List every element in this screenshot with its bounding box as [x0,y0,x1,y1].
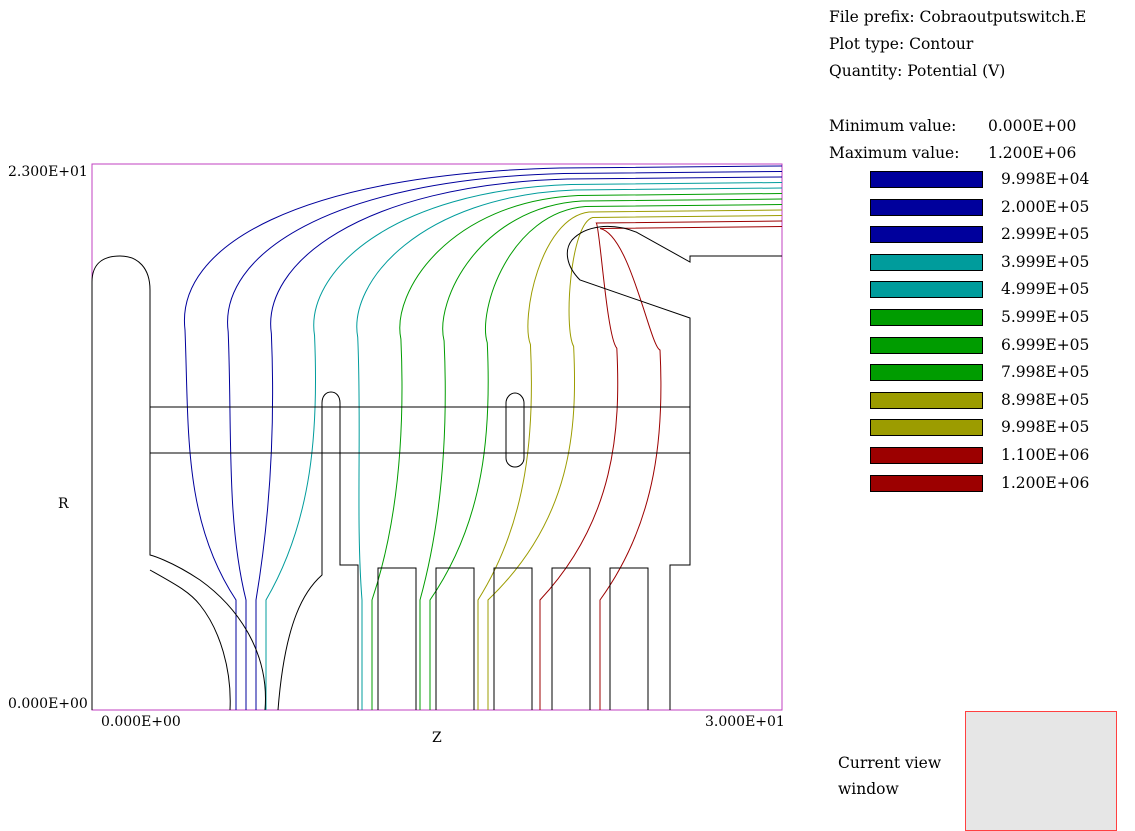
bar-4 [551,567,591,710]
contour-line [356,187,783,710]
legend-label: 1.100E+06 [1001,445,1090,464]
bar-3 [493,567,533,710]
legend-swatch [870,226,983,244]
maximum-value: 1.200E+06 [988,144,1077,162]
legend-swatch [870,253,983,271]
bar-1 [377,567,417,710]
plot-frame [91,163,783,711]
x-tick-right: 3.000E+01 [705,714,785,730]
x-axis-label: Z [432,730,442,746]
legend-swatch [870,364,983,382]
slot-outline [505,392,525,468]
legend-label: 2.000E+05 [1001,197,1090,216]
contour-line [539,220,783,710]
y-tick-top: 2.300E+01 [8,164,88,180]
contour-line [255,176,783,710]
plot-type: Plot type: Contour [829,35,974,53]
contour-line [487,215,783,710]
legend-label: 8.998E+05 [1001,390,1090,409]
x-tick-left: 0.000E+00 [101,714,181,730]
left-electrode [91,255,266,711]
legend-swatch [870,171,983,188]
file-prefix: File prefix: Cobraoutputswitch.E [829,8,1087,26]
contour-line [419,198,783,710]
contour-line [227,171,783,710]
contour-line [265,182,783,710]
legend-label: 7.998E+05 [1001,363,1090,382]
current-view-window[interactable] [965,711,1117,831]
legend-label: 5.999E+05 [1001,307,1090,326]
quantity: Quantity: Potential (V) [829,62,1006,80]
legend-label: 6.999E+05 [1001,335,1090,354]
legend-label: 9.998E+05 [1001,418,1090,437]
current-view-line2: window [838,780,899,798]
legend-swatch [870,281,983,299]
current-view-line1: Current view [838,754,942,772]
legend-swatch [870,198,983,216]
legend-swatch [870,446,983,464]
bar-5 [609,567,649,710]
legend-label: 2.999E+05 [1001,225,1090,244]
legend-swatch [870,419,983,437]
y-tick-bottom: 0.000E+00 [8,696,88,712]
electrode-outlines [91,226,782,711]
minimum-label: Minimum value: [829,117,957,135]
current-view-label: Current view window [838,750,941,802]
left-electrode-inner [149,569,231,711]
y-axis-label: R [58,496,69,512]
maximum-label: Maximum value: [829,144,960,162]
post-electrode [277,391,359,711]
contour-line [183,165,783,710]
legend-label: 1.200E+06 [1001,473,1090,492]
legend-label: 9.998E+04 [1001,170,1090,188]
contour-lines [183,165,783,710]
bar-2 [435,567,475,710]
contour-line [477,209,783,710]
contour-line [599,226,783,710]
contour-line [371,193,783,710]
legend-swatch [870,308,983,326]
minimum-value: 0.000E+00 [988,117,1077,135]
legend-swatch [870,336,983,354]
right-electrode [566,226,782,710]
legend-label: 3.999E+05 [1001,252,1090,271]
legend-label: 4.999E+05 [1001,280,1090,299]
legend-swatch [870,391,983,409]
legend-swatch [870,474,983,492]
contour-line [429,204,783,710]
